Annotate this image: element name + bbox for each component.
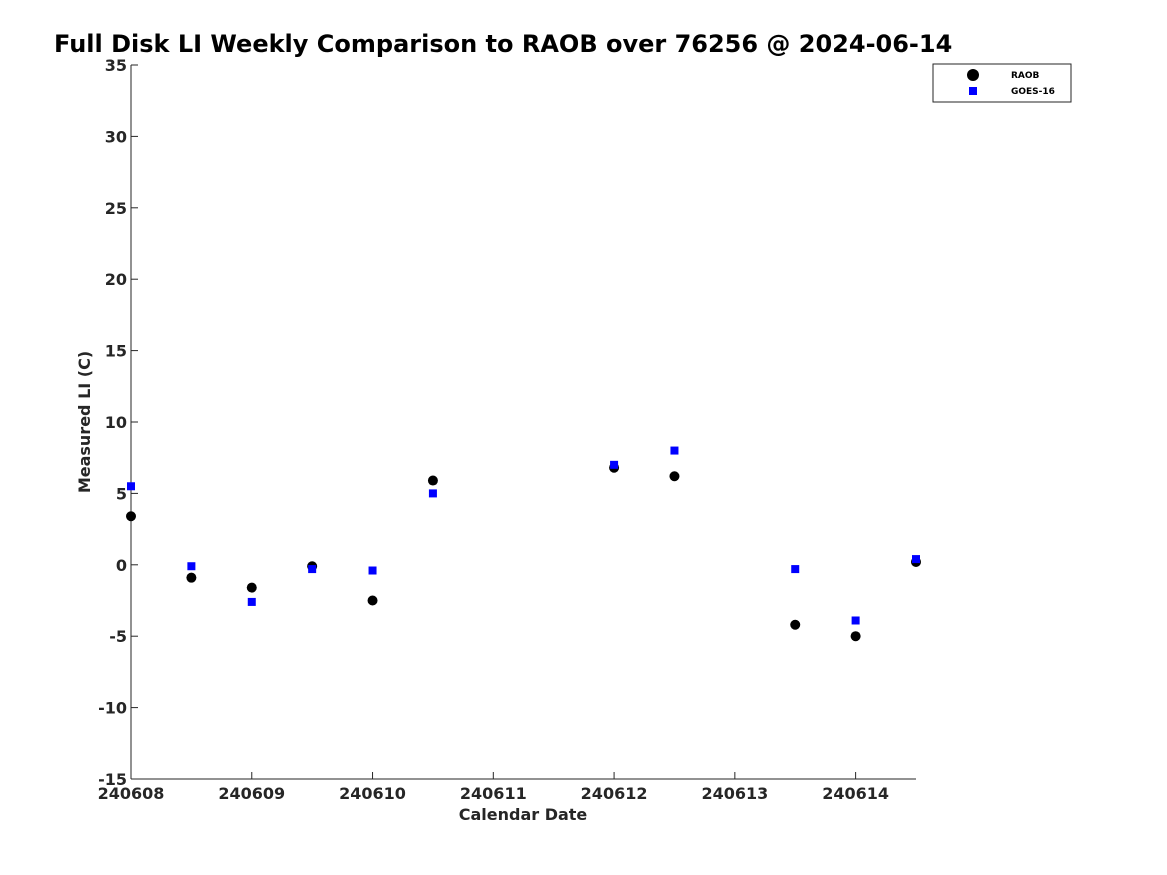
legend-goes-marker xyxy=(969,87,977,95)
y-tick-label: -15 xyxy=(98,770,127,789)
x-tick-label: 240614 xyxy=(822,784,889,803)
x-tick-label: 240608 xyxy=(98,784,165,803)
goes-16-point xyxy=(670,446,679,455)
x-tick-label: 240610 xyxy=(339,784,406,803)
legend: RAOB GOES-16 xyxy=(932,63,1072,103)
legend-goes-label: GOES-16 xyxy=(1011,87,1055,97)
plot-points xyxy=(126,446,921,642)
raob-point xyxy=(186,572,197,583)
y-tick-label: 15 xyxy=(105,342,127,361)
goes-16-point xyxy=(187,562,196,571)
raob-point xyxy=(367,595,378,606)
legend-box xyxy=(932,63,1072,103)
raob-point xyxy=(669,471,680,482)
legend-raob-marker xyxy=(967,69,979,81)
x-tick-label: 240611 xyxy=(460,784,527,803)
x-tick-label: 240609 xyxy=(218,784,285,803)
raob-point xyxy=(126,511,136,522)
goes-16-point xyxy=(127,482,135,491)
raob-point xyxy=(850,631,861,642)
chart-title: Full Disk LI Weekly Comparison to RAOB o… xyxy=(54,30,952,58)
raob-point xyxy=(427,475,438,486)
y-tick-label: 0 xyxy=(116,556,127,575)
goes-16-point xyxy=(912,555,920,564)
y-tick-label: -10 xyxy=(98,699,127,718)
goes-16-point xyxy=(851,616,860,625)
y-axis-label: Measured LI (C) xyxy=(75,351,94,493)
y-tick-label: 25 xyxy=(105,199,127,218)
raob-point xyxy=(790,619,801,630)
y-tick-label: 30 xyxy=(105,127,127,146)
goes-16-point xyxy=(610,460,619,469)
goes-16-point xyxy=(247,597,256,606)
x-axis-ticks: 240608 240609 240610 240611 240612 240613 2406… xyxy=(98,772,889,803)
y-tick-label: 35 xyxy=(105,56,127,75)
x-axis-label: Calendar Date xyxy=(459,805,588,824)
y-axis-ticks: 35 30 25 20 15 10 5 0 -5 -10 -15 xyxy=(98,56,138,789)
legend-raob-label: RAOB xyxy=(1011,71,1040,81)
y-tick-label: -5 xyxy=(109,627,127,646)
goes-16-point xyxy=(368,566,377,575)
y-tick-label: 20 xyxy=(105,270,127,289)
x-tick-label: 240612 xyxy=(581,784,648,803)
y-tick-label: 10 xyxy=(105,413,127,432)
x-tick-label: 240613 xyxy=(701,784,768,803)
goes-16-point xyxy=(428,489,437,498)
y-tick-label: 5 xyxy=(116,484,127,503)
goes-16-point xyxy=(308,565,317,574)
raob-point xyxy=(246,582,257,593)
goes-16-point xyxy=(791,565,800,574)
